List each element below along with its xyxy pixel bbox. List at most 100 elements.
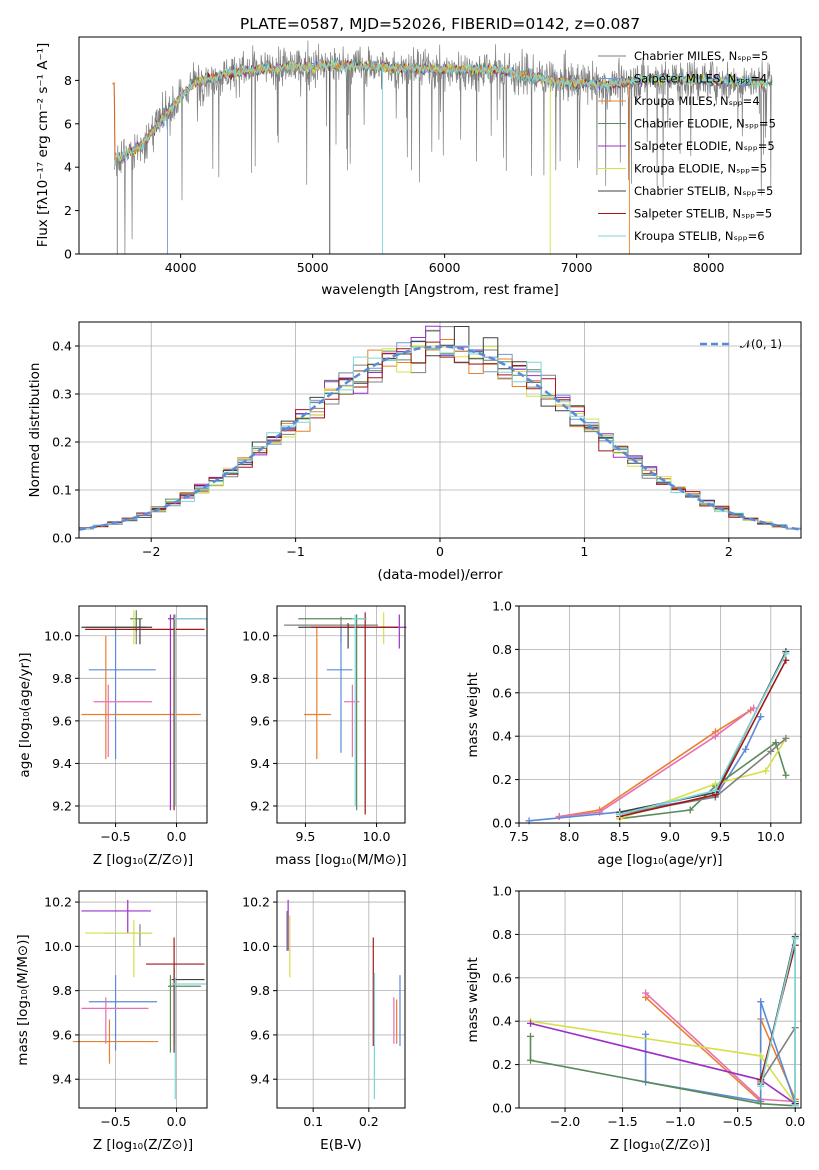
- errorbar-point: [298, 614, 367, 811]
- weight-series-line: [530, 1022, 796, 1105]
- weight-vs-Z-panel: −2.0 −1.5 −1.0 −0.5 0.0 0.0 0.2 0.4 0.6 0.8 1.0 Z …: [465, 884, 805, 1154]
- weight-marker: [757, 1052, 765, 1060]
- weight-vs-Z-axes-frame: [518, 890, 802, 1109]
- weight-marker: [527, 1056, 535, 1064]
- weight-marker: [757, 1076, 765, 1084]
- y-tick-label: 0.2: [492, 1057, 512, 1072]
- x-tick-label: 6000: [429, 260, 461, 275]
- mass-vs-Z-ticks: −0.5 0.0 9.4 9.6 9.8 10.0 10.2: [44, 895, 186, 1129]
- residual-histogram-step: [78, 341, 801, 538]
- errorbar-point: [88, 627, 156, 760]
- spectrum-legend: Chabrier MILES, Nₛₚₚ=5 Salpeter MILES, Nₛ…: [598, 49, 776, 243]
- residual-ticks: −2 −1 0 1 2 0.0 0.1 0.2 0.3 0.4: [52, 339, 733, 560]
- y-tick-label: 9.4: [250, 756, 270, 771]
- spectrum-legend-label: Chabrier ELODIE, Nₛₚₚ=5: [634, 117, 776, 131]
- weight-marker: [762, 767, 770, 775]
- mass-vs-Z-grid: [79, 891, 207, 1108]
- spectrum-legend-label: Kroupa STELIB, Nₛₚₚ=6: [634, 229, 765, 243]
- y-tick-label: 9.4: [52, 756, 72, 771]
- x-tick-label: 9.0: [660, 829, 680, 844]
- y-tick-label: 10.0: [44, 939, 72, 954]
- y-tick-label: 9.6: [250, 713, 270, 728]
- weight-series: [527, 1019, 799, 1108]
- mass-vs-EBV-ticks: 0.1 0.2 9.4 9.6 9.8 10.0 10.2: [242, 895, 379, 1129]
- y-tick-label: 4: [64, 160, 72, 175]
- weight-marker: [757, 713, 765, 721]
- weight-series-line: [619, 737, 787, 820]
- x-tick-label: 8.5: [610, 829, 630, 844]
- x-tick-label: 4000: [165, 260, 197, 275]
- weight-series-line: [559, 707, 755, 818]
- x-tick-label: −0.5: [723, 1114, 753, 1129]
- weight-marker: [686, 806, 694, 814]
- weight-marker: [711, 780, 719, 788]
- spectrum-legend-label: Salpeter MILES, Nₛₚₚ=4: [634, 72, 767, 86]
- y-tick-label: 9.8: [250, 983, 270, 998]
- weight-marker: [742, 745, 750, 753]
- y-tick-label: 10.0: [242, 628, 270, 643]
- normal-curve: [78, 345, 802, 531]
- spectrum-legend-label: Chabrier STELIB, Nₛₚₚ=5: [634, 184, 773, 198]
- mass-vs-EBV-panel: 0.1 0.2 9.4 9.6 9.8 10.0 10.2 E(B-V): [242, 890, 406, 1153]
- y-tick-label: 0.3: [52, 387, 72, 402]
- spectrum-panel: PLATE=0587, MJD=52026, FIBERID=0142, z=0…: [35, 15, 802, 298]
- errorbar-point: [390, 614, 407, 649]
- weight-vs-Z-y-label: mass weight: [465, 957, 481, 1042]
- weight-vs-Z-grid: [519, 890, 801, 1109]
- y-tick-label: 9.6: [52, 1027, 72, 1042]
- age-vs-Z-x-label: Z [log₁₀(Z/Z⊙)]: [93, 852, 193, 868]
- weight-vs-age-grid: [518, 605, 801, 824]
- spectrum-legend-label: Chabrier MILES, Nₛₚₚ=5: [634, 49, 768, 63]
- x-tick-label: −0.5: [100, 829, 130, 844]
- weight-series: [527, 1017, 799, 1108]
- weight-vs-age-panel: 7.5 8.0 8.5 9.0 9.5 10.0 0.0 0.2 0.4 0.6 0.8 1.0 ag…: [465, 599, 802, 868]
- age-vs-Z-y-label: age [log₁₀(age/yr)]: [17, 652, 33, 777]
- y-tick-label: 0.0: [492, 1101, 512, 1116]
- x-tick-label: 9.5: [295, 829, 315, 844]
- errorbar-point: [81, 997, 149, 1044]
- weight-vs-Z-x-label: Z [log₁₀(Z/Z⊙)]: [610, 1137, 710, 1153]
- y-tick-label: 10.0: [44, 628, 72, 643]
- spectrum-plot-area: [111, 40, 773, 255]
- weight-vs-Z-plot-area: [527, 933, 799, 1110]
- y-tick-label: 9.8: [250, 671, 270, 686]
- x-tick-label: −2: [142, 544, 160, 559]
- weight-marker: [527, 1019, 535, 1027]
- weight-vs-age-ticks: 7.5 8.0 8.5 9.0 9.5 10.0 0.0 0.2 0.4 0.6 0.8 1.0: [492, 599, 785, 845]
- y-tick-label: 9.4: [250, 1072, 270, 1087]
- y-tick-label: 1.0: [492, 884, 512, 899]
- errorbar-point: [284, 616, 378, 643]
- y-tick-label: 9.8: [52, 983, 72, 998]
- y-tick-label: 0.2: [492, 772, 512, 787]
- errorbar-point: [85, 614, 205, 811]
- errorbar-point: [72, 1019, 159, 1064]
- errorbar-point: [326, 627, 353, 753]
- mass-vs-Z-plot-area: [72, 899, 206, 1100]
- y-tick-label: 8: [64, 73, 72, 88]
- weight-marker: [757, 1100, 765, 1108]
- y-tick-label: 1.0: [492, 599, 512, 614]
- y-tick-label: 0.4: [492, 1014, 512, 1029]
- mass-vs-Z-x-label: Z [log₁₀(Z/Z⊙)]: [93, 1137, 193, 1153]
- x-tick-label: 0: [436, 544, 444, 559]
- age-vs-mass-panel: 9.5 10.0 9.2 9.4 9.6 9.8 10.0 mass [log₁₀(M/M⊙…: [242, 605, 407, 868]
- errorbar-point: [85, 919, 153, 978]
- x-tick-label: −1.5: [607, 1114, 637, 1129]
- weight-marker: [750, 704, 758, 712]
- weight-marker: [782, 734, 790, 742]
- spectrum-legend-label: Kroupa MILES, Nₛₚₚ=4: [634, 94, 760, 108]
- weight-marker: [782, 771, 790, 779]
- y-tick-label: 0.8: [492, 927, 512, 942]
- errorbar-point: [93, 684, 153, 758]
- spectrum-legend-label: Kroupa ELODIE, Nₛₚₚ=5: [634, 162, 767, 176]
- x-tick-label: 0.0: [167, 829, 187, 844]
- y-tick-label: 10.2: [242, 895, 270, 910]
- y-tick-label: 0.6: [492, 970, 512, 985]
- weight-series: [555, 704, 758, 820]
- x-tick-label: −2.0: [550, 1114, 580, 1129]
- mass-vs-EBV-x-label: E(B-V): [320, 1137, 362, 1153]
- weight-vs-age-y-label: mass weight: [465, 672, 481, 757]
- errorbar-point: [311, 612, 398, 815]
- spectrum-ticks: 4000 5000 6000 7000 8000 0 2 4 6 8: [64, 73, 725, 275]
- x-tick-label: 5000: [297, 260, 329, 275]
